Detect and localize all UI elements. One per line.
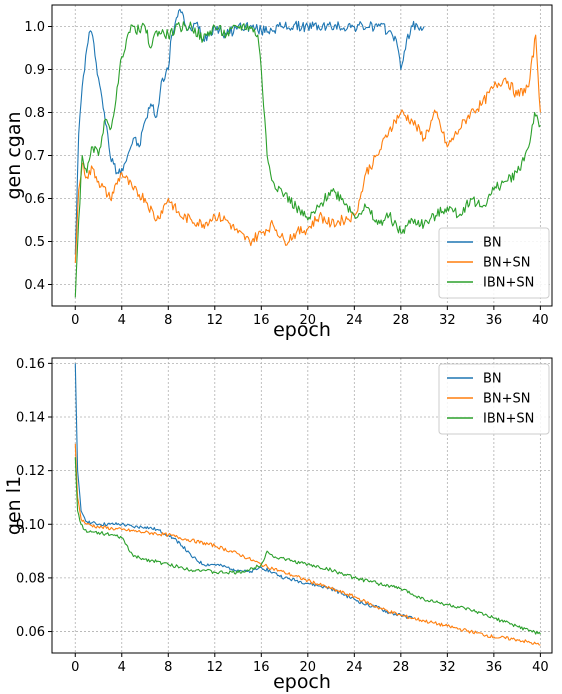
y-tick-label: 0.4	[24, 278, 45, 293]
y-tick-label: 0.6	[24, 192, 45, 207]
y-tick-label: 0.12	[16, 464, 45, 479]
y-tick-label: 0.10	[16, 518, 45, 533]
legend: BN BN+SN IBN+SN	[438, 363, 550, 435]
y-tick-label: 0.14	[16, 411, 45, 426]
y-tick-label: 0.7	[24, 149, 45, 164]
x-tick-label: 24	[346, 660, 363, 675]
x-tick-label: 8	[164, 313, 172, 328]
x-tick-label: 28	[393, 660, 410, 675]
x-tick-label: 20	[300, 313, 317, 328]
x-tick-label: 40	[532, 313, 549, 328]
series-line-bn	[74, 363, 413, 619]
legend: BN BN+SN IBN+SN	[438, 227, 550, 299]
x-tick-label: 4	[118, 313, 126, 328]
x-tick-label: 28	[393, 313, 410, 328]
x-tick-label: 8	[164, 660, 172, 675]
x-tick-label: 0	[71, 313, 79, 328]
y-tick-label: 0.16	[16, 357, 45, 372]
chart-panel-2: 0 4 8 12 16 20 24 28 32 36 40 0.06 0.08 0.10 0.12 0.14 0…	[3, 357, 553, 693]
x-tick-label: 16	[253, 313, 270, 328]
legend-box	[438, 363, 550, 435]
x-tick-label: 20	[300, 660, 317, 675]
x-tick-label: 32	[439, 660, 456, 675]
legend-box	[438, 227, 550, 299]
chart-panel-1: 0 4 8 12 16 20 24 28 32 36 40 0.4 0.5 0.6 0.7 0.8 0.9 1.0…	[3, 4, 553, 341]
x-tick-label: 12	[207, 660, 224, 675]
y-axis-label: gen l1	[3, 476, 25, 535]
y-tick-label: 0.8	[24, 106, 45, 121]
series-line-bn-plus-sn	[74, 443, 541, 646]
x-tick-label: 36	[486, 660, 503, 675]
y-tick-label: 1.0	[24, 20, 45, 35]
x-tick-label: 0	[71, 660, 79, 675]
legend-entry: BN	[483, 372, 502, 387]
x-tick-label: 32	[439, 313, 456, 328]
x-tick-label: 40	[532, 660, 549, 675]
x-tick-label: 16	[253, 660, 270, 675]
legend-entry: BN+SN	[483, 392, 531, 407]
series-line-ibn-plus-sn	[74, 457, 541, 635]
y-tick-label: 0.08	[16, 571, 45, 586]
plot-frame	[51, 357, 553, 654]
x-tick-label: 36	[486, 313, 503, 328]
y-tick-label: 0.06	[16, 625, 45, 640]
series-line-ibn-plus-sn	[74, 21, 541, 298]
legend-entry: IBN+SN	[483, 276, 534, 291]
x-tick-label: 24	[346, 313, 363, 328]
legend-entry: BN	[483, 236, 502, 251]
x-axis-label: epoch	[273, 319, 331, 341]
y-axis-label: gen cgan	[3, 111, 25, 199]
legend-entry: BN+SN	[483, 256, 531, 271]
x-axis-label: epoch	[273, 671, 331, 693]
y-tick-label: 0.5	[24, 235, 45, 250]
series-line-bn-plus-sn	[74, 34, 541, 264]
x-tick-label: 4	[118, 660, 126, 675]
y-tick-label: 0.9	[24, 63, 45, 78]
x-tick-label: 12	[207, 313, 224, 328]
legend-entry: IBN+SN	[483, 412, 534, 427]
